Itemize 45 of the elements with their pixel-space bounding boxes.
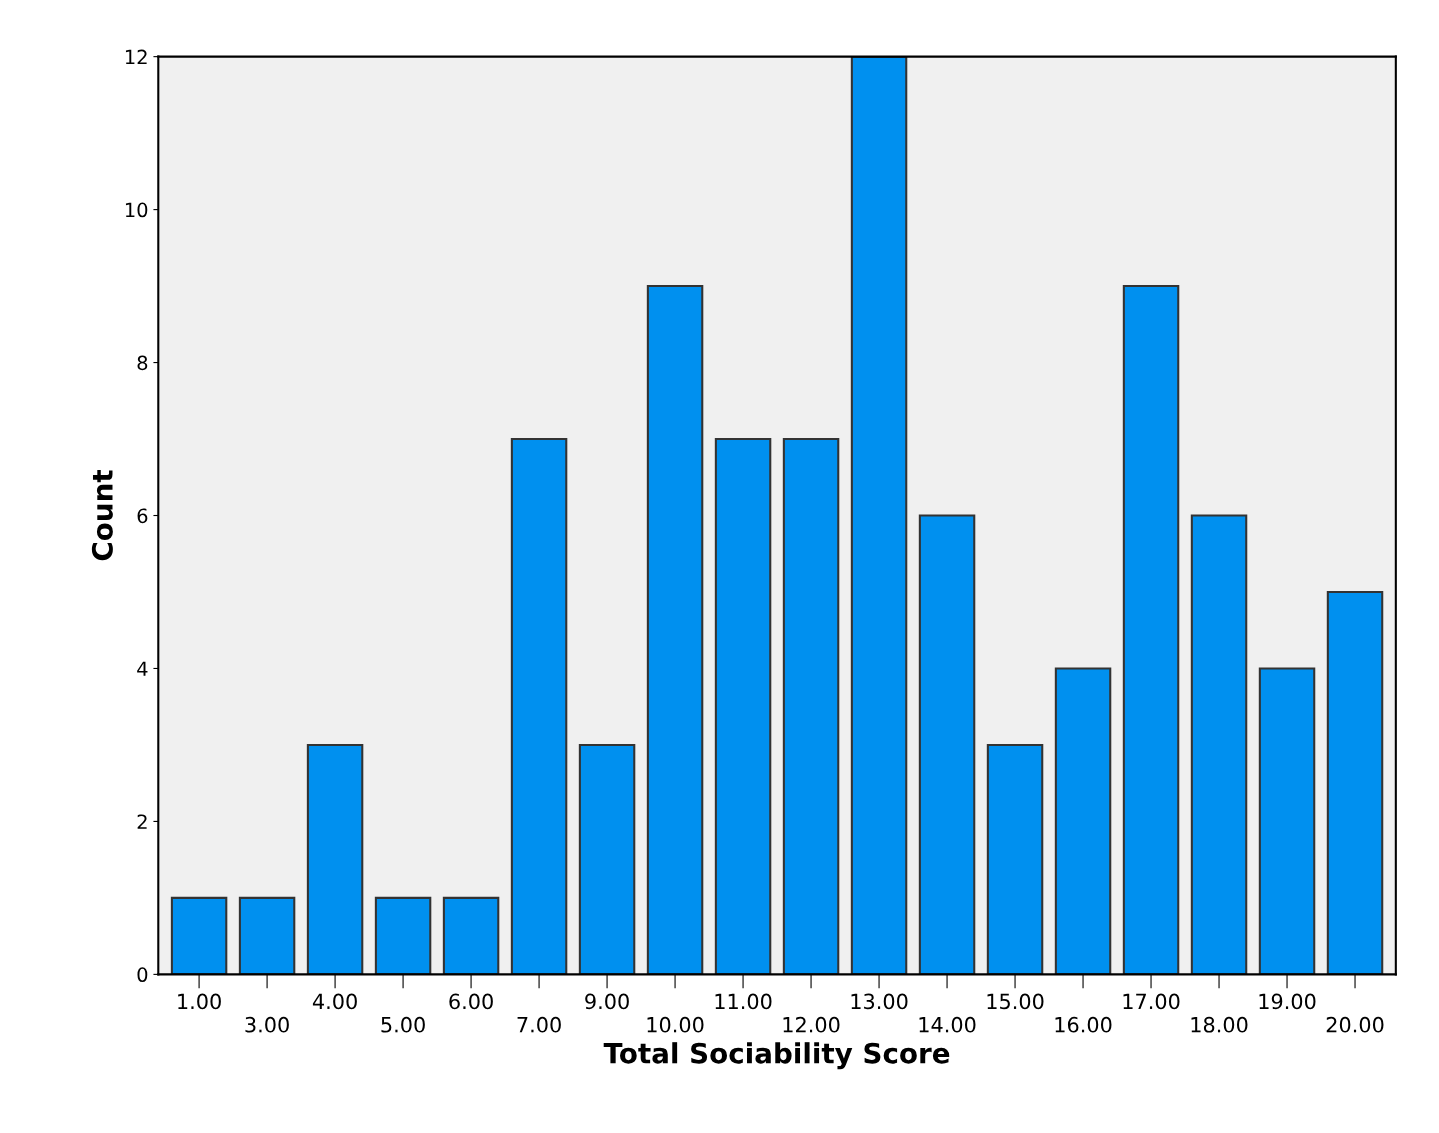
x-tick-label: 5.00 bbox=[381, 1016, 425, 1033]
y-axis-title: Count bbox=[91, 470, 113, 561]
x-tick-label: 17.00 bbox=[1123, 993, 1180, 1010]
y-tick-label: 10 bbox=[125, 202, 148, 218]
bar bbox=[238, 896, 296, 975]
y-tick-label: 6 bbox=[137, 508, 148, 524]
bar bbox=[1122, 285, 1180, 975]
x-tick-label: 4.00 bbox=[312, 993, 357, 1010]
y-tick-label: 4 bbox=[137, 661, 148, 676]
y-tick-label: 12 bbox=[125, 49, 147, 65]
x-tick-label: 16.00 bbox=[1055, 1016, 1112, 1033]
x-tick-label: 14.00 bbox=[919, 1016, 976, 1033]
x-tick-label: 13.00 bbox=[851, 993, 908, 1010]
bar bbox=[714, 438, 772, 975]
bar bbox=[306, 743, 364, 975]
x-tick-label: 11.00 bbox=[715, 993, 772, 1010]
y-tick-label: 2 bbox=[137, 814, 147, 829]
x-tick-label: 1.00 bbox=[178, 993, 221, 1010]
x-tick-label: 6.00 bbox=[449, 993, 493, 1010]
bar bbox=[1258, 667, 1316, 975]
bar bbox=[850, 56, 908, 975]
bar bbox=[986, 743, 1044, 975]
bar bbox=[646, 285, 704, 975]
x-tick-label: 12.00 bbox=[783, 1016, 840, 1033]
bar bbox=[1054, 667, 1112, 975]
bar bbox=[170, 896, 228, 975]
bar bbox=[374, 896, 432, 975]
x-tick-label: 7.00 bbox=[517, 1016, 561, 1033]
x-tick-label: 10.00 bbox=[647, 1016, 704, 1033]
bar bbox=[918, 514, 976, 975]
y-tick-label: 8 bbox=[137, 355, 148, 371]
bar bbox=[1326, 590, 1384, 975]
x-tick-label: 18.00 bbox=[1191, 1016, 1248, 1033]
bar bbox=[782, 438, 840, 975]
x-tick-label: 15.00 bbox=[987, 993, 1044, 1010]
x-tick-label: 9.00 bbox=[585, 993, 629, 1010]
bar bbox=[578, 743, 636, 975]
x-axis-title: Total Sociability Score bbox=[603, 1042, 950, 1070]
x-tick-label: 3.00 bbox=[245, 1016, 289, 1033]
x-tick-label: 19.00 bbox=[1259, 993, 1316, 1010]
bar bbox=[442, 896, 500, 975]
y-tick-label: 0 bbox=[137, 967, 148, 983]
bar bbox=[1190, 514, 1248, 975]
x-tick-label: 20.00 bbox=[1326, 1016, 1384, 1033]
bar bbox=[510, 438, 568, 975]
